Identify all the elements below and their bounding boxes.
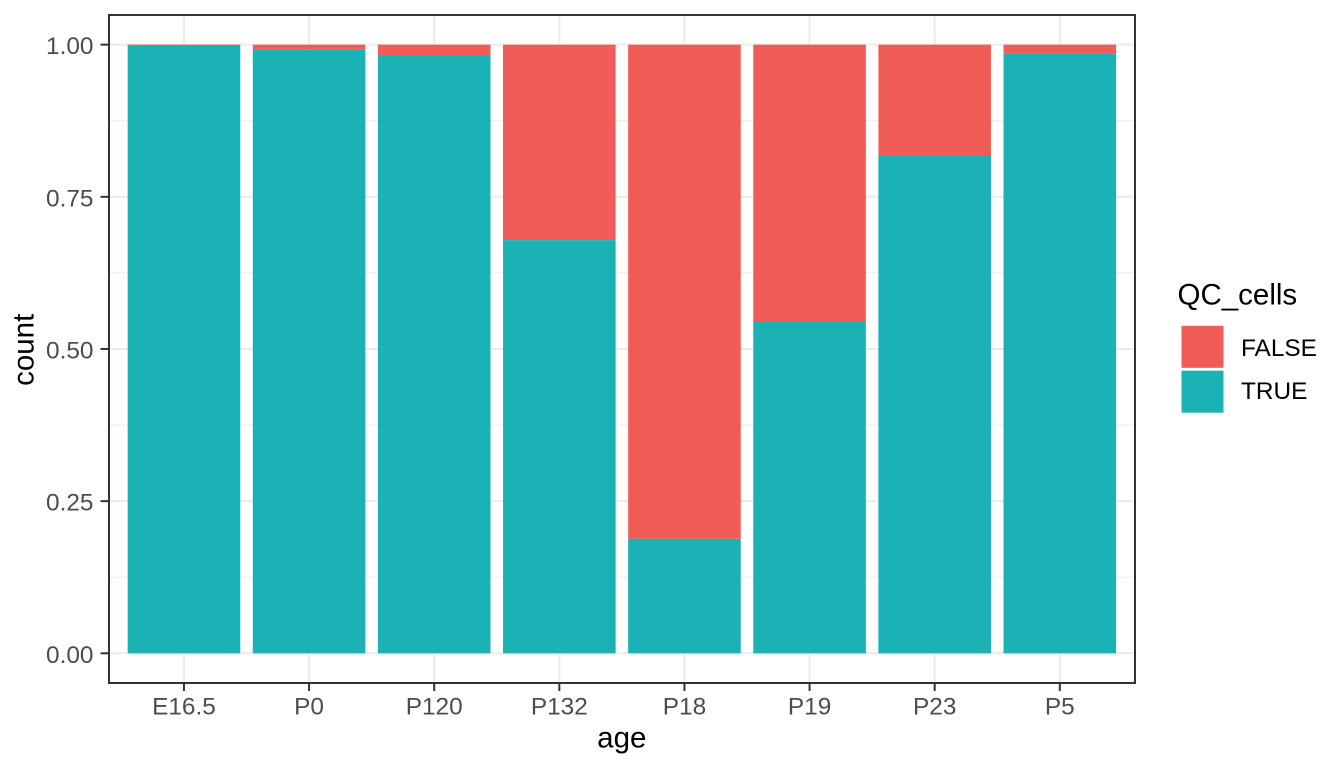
svg-text:P19: P19 bbox=[788, 694, 831, 721]
svg-text:P0: P0 bbox=[294, 694, 324, 721]
svg-text:0.75: 0.75 bbox=[46, 185, 93, 212]
svg-text:0.25: 0.25 bbox=[46, 490, 93, 517]
svg-text:FALSE: FALSE bbox=[1241, 335, 1317, 362]
svg-text:count: count bbox=[8, 314, 41, 386]
svg-text:P23: P23 bbox=[913, 694, 956, 721]
svg-text:E16.5: E16.5 bbox=[152, 694, 216, 721]
svg-text:P5: P5 bbox=[1045, 694, 1075, 721]
svg-text:P120: P120 bbox=[406, 694, 463, 721]
svg-text:P132: P132 bbox=[531, 694, 588, 721]
svg-text:QC_cells: QC_cells bbox=[1178, 278, 1298, 311]
svg-text:TRUE: TRUE bbox=[1241, 378, 1307, 405]
svg-text:1.00: 1.00 bbox=[46, 33, 93, 60]
svg-text:age: age bbox=[597, 722, 646, 755]
svg-text:0.00: 0.00 bbox=[46, 642, 93, 669]
svg-text:0.50: 0.50 bbox=[46, 338, 93, 365]
svg-text:P18: P18 bbox=[663, 694, 706, 721]
